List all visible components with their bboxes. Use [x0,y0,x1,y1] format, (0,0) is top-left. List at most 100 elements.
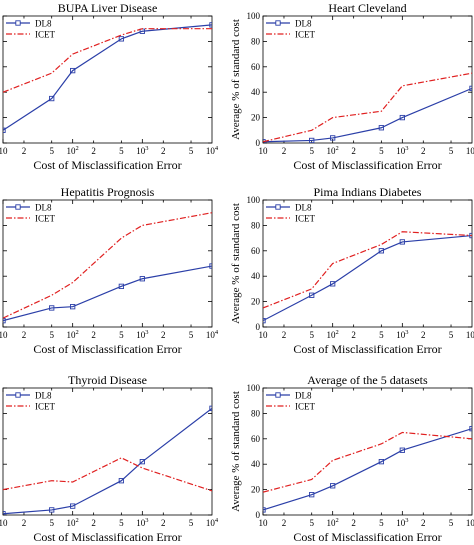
panel-5-series-dl8-point [49,507,55,513]
panel-4-xtick-label: 104 [466,329,474,340]
panel-4-xtick-label: 2 [421,330,426,340]
panel-6-legend-icet-label: ICET [295,402,315,412]
panel-4-xtick-label: 5 [449,330,454,340]
panel-1-xtick-label: 10 [0,146,8,156]
panel-3-series-dl8-point [70,304,76,310]
panel-5-series-dl8-point [118,478,125,484]
panel-4-series-dl8-line [263,234,472,322]
panel-2-xtick-label: 104 [466,145,474,156]
panel-5-xlabel: Cost of Misclassification Error [33,530,181,544]
panel-1-xtick-label: 5 [189,146,194,156]
panel-1-xtick-label: 2 [161,146,166,156]
panel-4-plot-area [263,231,472,324]
panel-2-ytick-label: 40 [251,87,261,97]
panel-4-xtick-label: 103 [396,329,408,340]
panel-6-xtick-label: 104 [466,517,474,528]
panel-4-ytick-label: 0 [256,322,261,332]
panel-5-series-dl8-point [209,405,212,411]
panel-4-series-dl8-point [330,281,336,287]
panel-3-xtick-label: 10 [0,330,8,340]
panel-5-series-dl8-line [3,407,212,515]
panel-4: Pima Indians Diabetes1025102251032510402… [230,185,474,356]
panel-5-xtick-label: 102 [67,517,79,528]
panel-6-xlabel: Cost of Misclassification Error [293,530,441,544]
panel-3-xtick-label: 2 [22,330,27,340]
panel-6-xtick-label: 5 [449,518,454,528]
panel-2-xtick-label: 2 [282,146,287,156]
panel-2-xtick-label: 102 [327,145,339,156]
panel-4-series-dl8-point [378,248,385,254]
panel-1-series-dl8-point [118,36,125,42]
panel-1-series-dl8-point [70,67,76,74]
panel-5-series-dl8-point [3,511,6,515]
panel-5-xtick-label: 2 [22,518,27,528]
panel-3-title: Hepatitis Prognosis [61,185,155,199]
panel-5-xtick-label: 103 [136,517,148,528]
panel-5-xtick-label: 5 [119,518,124,528]
panel-2-legend-icet-label: ICET [295,30,315,40]
panel-4-ytick-label: 60 [251,246,261,256]
panel-1-series-dl8-point [209,22,212,28]
panel-5-xtick-label: 2 [161,518,166,528]
panel-3-xtick-label: 5 [119,330,124,340]
panel-2-xtick-label: 2 [421,146,426,156]
panel-3-series-dl8-point [3,318,6,324]
panel-6-xtick-label: 2 [282,518,287,528]
panel-1-series-dl8-point [49,95,55,102]
panel-3-xtick-label: 2 [161,330,166,340]
panel-6-xtick-label: 2 [421,518,426,528]
panel-2-xtick-label: 103 [396,145,408,156]
panel-1-plot-area [3,22,212,133]
panel-1-legend-icet-label: ICET [35,30,55,40]
panel-3-series-icet-line [3,212,212,319]
panel-6-xtick-label: 5 [309,518,314,528]
panel-4-xlabel: Cost of Misclassification Error [293,342,441,356]
panel-3-xlabel: Cost of Misclassification Error [33,342,181,356]
panel-3-series-dl8-point [139,276,145,282]
panel-4-ytick-label: 100 [247,195,261,205]
panel-1-xtick-label: 103 [136,145,148,156]
panel-6-ylabel: Average % of standard cost [230,391,242,512]
panel-2-xtick-label: 10 [259,146,269,156]
panel-4-legend-dl8-marker [275,204,281,210]
panel-5-legend-icet-label: ICET [35,402,55,412]
panel-2-ytick-label: 0 [256,138,261,148]
panel-4-series-dl8-point [309,292,315,298]
panel-4-title: Pima Indians Diabetes [314,185,422,199]
panel-5-axes-box [2,387,213,516]
panel-2-xtick-label: 5 [379,146,384,156]
panel-6-series-dl8-point [378,459,385,465]
panel-2-series-dl8-point [309,137,315,143]
panel-3-series-dl8-point [118,283,125,290]
panel-6-legend-dl8-label: DL8 [295,391,312,401]
panel-6-plot-area [263,425,472,513]
panel-3-legend-dl8-marker [15,204,21,210]
panel-6-ytick-label: 0 [256,510,261,520]
panel-4-axes-box [262,199,473,328]
panel-6-xtick-label: 103 [396,517,408,528]
panel-6-xtick-label: 102 [327,517,339,528]
panel-3-series-dl8-line [3,265,212,322]
panel-2-legend-dl8-label: DL8 [295,19,312,29]
panel-5-title: Thyroid Disease [68,373,147,387]
panel-5-legend-dl8-marker [15,392,21,398]
panel-1-xtick-label: 102 [67,145,79,156]
panel-2-series-dl8-point [378,125,385,131]
panel-4-xtick-label: 5 [379,330,384,340]
panel-4-xtick-label: 5 [309,330,314,340]
panel-3-series-dl8-point [209,263,212,269]
panel-2-series-dl8-point [330,135,336,141]
panel-6-ytick-label: 100 [247,383,261,393]
panel-5-legend-dl8-label: DL8 [35,391,52,401]
panel-1-legend-dl8-label: DL8 [35,19,52,29]
panel-1-title: BUPA Liver Disease [58,1,158,15]
panel-3-xtick-label: 103 [136,329,148,340]
panel-2-axes-box [262,15,473,144]
panel-6-legend-dl8-marker [275,392,281,398]
panel-1-xtick-label: 5 [119,146,124,156]
